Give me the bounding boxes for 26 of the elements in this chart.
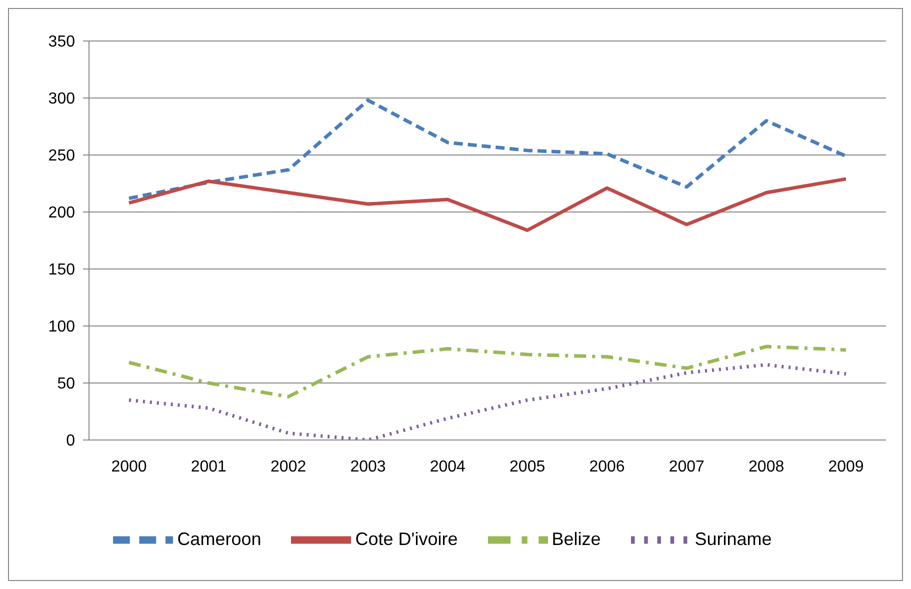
x-tick-label: 2009 [828,458,864,476]
y-tick-label: 350 [48,34,76,51]
y-tick-label: 0 [66,432,76,450]
x-tick-label: 2005 [510,458,546,476]
y-tick-label: 250 [48,148,76,165]
y-tick-label: 50 [57,376,76,393]
x-tick-label: 2004 [430,458,466,476]
legend-label: Cote D'ivoire [355,528,458,549]
x-tick-label: 2006 [589,458,625,476]
line-series [127,177,848,232]
x-tick-label: 2007 [668,458,705,476]
y-tick-label: 100 [48,318,76,336]
legend-label: Belize [552,528,601,549]
line-series [127,98,848,200]
line-series [127,363,848,440]
x-tick-label: 2003 [350,458,386,476]
x-tick-label: 2008 [748,458,784,476]
y-tick-label: 150 [48,262,76,279]
line-series [127,344,848,398]
x-tick-label: 2002 [270,458,306,476]
y-tick-label: 200 [48,204,76,222]
y-tick-label: 300 [48,90,76,108]
legend-label: Suriname [694,528,772,549]
legend-label: Cameroon [177,528,262,549]
x-tick-label: 2000 [111,458,147,476]
x-tick-label: 2001 [190,458,227,476]
